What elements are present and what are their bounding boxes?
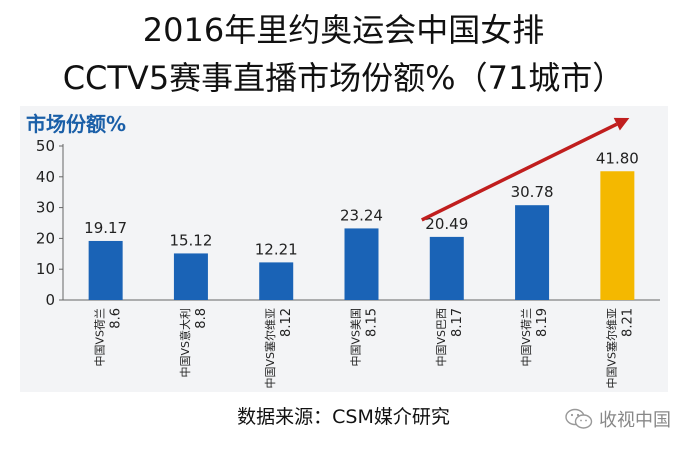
y-tick-label: 50 (36, 137, 55, 155)
bar (515, 205, 550, 300)
bar (259, 262, 294, 300)
x-tick-label-date: 8.8 (194, 308, 209, 329)
x-tick-label-date: 8.17 (450, 308, 465, 337)
bar (88, 240, 123, 300)
x-tick-label-date: 8.15 (365, 308, 380, 337)
bar (173, 253, 208, 300)
bar-value-label: 41.80 (596, 149, 639, 167)
trend-arrow-head (613, 117, 630, 131)
x-tick-label-date: 8.6 (109, 308, 124, 329)
bar-value-label: 30.78 (511, 183, 554, 201)
x-tick-label-match: 中国VS荷兰 (520, 308, 533, 367)
watermark-text: 收视中国 (599, 410, 671, 431)
wechat-icon (565, 408, 593, 429)
bar (429, 236, 464, 300)
x-tick-label-date: 8.12 (279, 308, 294, 337)
bar-value-label: 15.12 (169, 231, 212, 249)
bar-value-label: 20.49 (425, 215, 468, 233)
y-tick-label: 30 (36, 199, 55, 217)
data-source-note: 数据来源：CSM媒介研究 (237, 406, 450, 428)
x-tick-label-date: 8.19 (535, 308, 550, 337)
x-tick-label-match: 中国VS意大利 (178, 308, 192, 378)
bar-value-label: 19.17 (84, 219, 127, 237)
x-tick-label-date: 8.21 (620, 308, 635, 337)
x-tick-label-match: 中国VS巴西 (435, 308, 448, 367)
chart-title-line2: CCTV5赛事直播市场份额%（71城市） (62, 59, 625, 97)
y-tick-label: 20 (36, 229, 55, 247)
bar-value-label: 23.24 (340, 206, 383, 224)
x-tick-label-match: 中国VS塞尔维亚 (604, 308, 618, 389)
y-tick-label: 40 (36, 168, 55, 186)
trend-arrow-line (421, 122, 618, 222)
chart-title-line1: 2016年里约奥运会中国女排 (142, 11, 545, 49)
bar-value-label: 12.21 (255, 240, 298, 258)
x-tick-label-match: 中国VS塞尔维亚 (263, 308, 277, 389)
x-tick-label-match: 中国VS荷兰 (94, 308, 107, 367)
chart-panel: 市场份额% 0 10 20 30 40 50 19.17 中国VS荷兰 8.6 15.12 中国VS意… (20, 106, 668, 392)
bar (344, 228, 379, 300)
bar (600, 171, 635, 300)
watermark: 收视中国 (565, 406, 671, 432)
x-tick-label-match: 中国VS美国 (350, 308, 363, 367)
y-tick-label: 10 (36, 260, 55, 278)
y-tick-label: 0 (45, 291, 55, 309)
y-axis-title: 市场份额% (26, 112, 126, 136)
